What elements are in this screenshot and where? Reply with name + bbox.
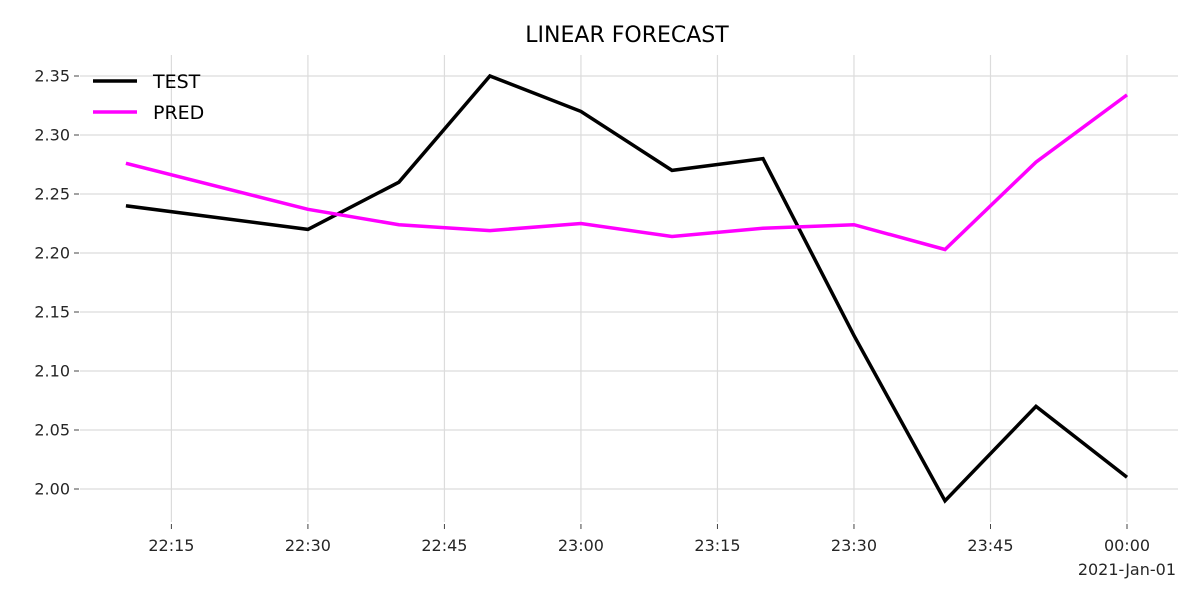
- legend: TEST PRED: [93, 71, 204, 124]
- y-tick-label: 2.35: [34, 67, 70, 86]
- y-tick-label: 2.15: [34, 303, 70, 322]
- x-tick-label: 22:15: [148, 536, 194, 555]
- series-line-test: [125, 73, 1129, 504]
- y-tick-label: 2.00: [34, 480, 70, 499]
- x-tick-label: 23:45: [967, 536, 1013, 555]
- chart-title: LINEAR FORECAST: [525, 23, 729, 48]
- x-tick-label: 23:15: [694, 536, 740, 555]
- x-axis-date-label: 2021-Jan-01: [1078, 560, 1176, 579]
- x-tick-label: 22:45: [421, 536, 467, 555]
- series-lines: [125, 73, 1129, 504]
- legend-label-test: TEST: [152, 71, 201, 93]
- series-line-pred: [125, 93, 1129, 252]
- x-tick-label: 23:30: [831, 536, 877, 555]
- y-tick-label: 2.05: [34, 421, 70, 440]
- x-tick-label: 00:00: [1104, 536, 1150, 555]
- y-tick-label: 2.20: [34, 244, 70, 263]
- y-tick-label: 2.25: [34, 185, 70, 204]
- grid: [80, 55, 1178, 522]
- legend-label-pred: PRED: [153, 102, 204, 124]
- y-tick-label: 2.10: [34, 362, 70, 381]
- y-tick-label: 2.30: [34, 126, 70, 145]
- axis-ticks: 2.35 2.30 2.25 2.20 2.15 2.10 2.05 2.00 22:15 22:…: [34, 67, 1150, 556]
- x-tick-label: 23:00: [558, 536, 604, 555]
- x-tick-label: 22:30: [285, 536, 331, 555]
